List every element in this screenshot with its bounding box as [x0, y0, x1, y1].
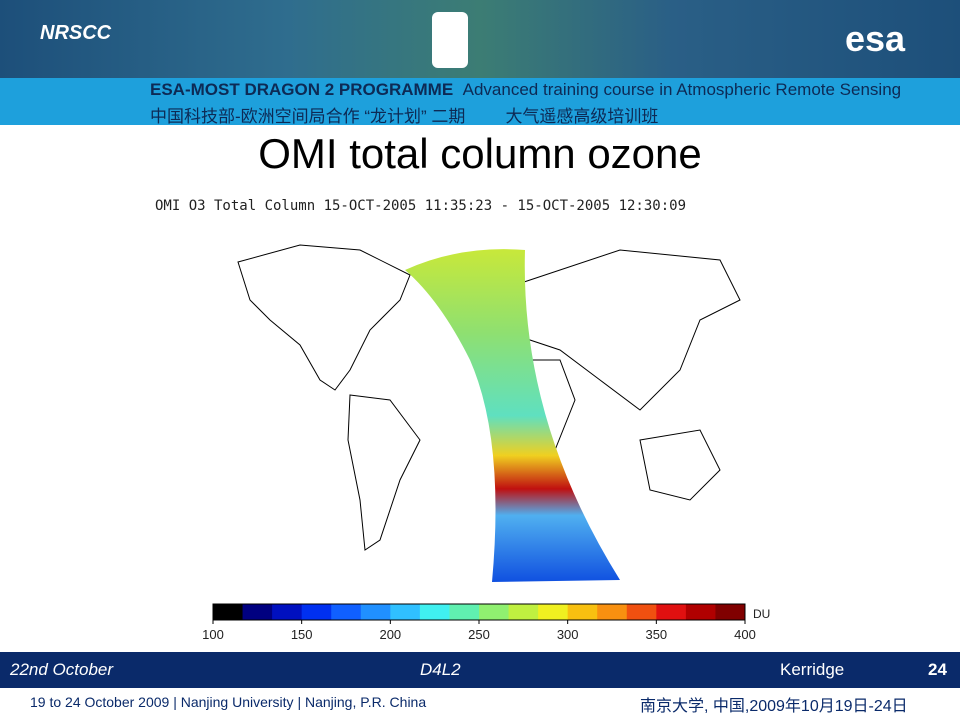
colorbar-tick-label: 400 [734, 627, 756, 642]
colorbar-tick-label: 300 [557, 627, 579, 642]
colorbar-segment [538, 604, 569, 620]
figure-title: OMI O3 Total Column 15-OCT-2005 11:35:23… [155, 198, 687, 214]
programme-line: ESA-MOST DRAGON 2 PROGRAMME Advanced tra… [150, 80, 901, 100]
footer-speaker: Kerridge [780, 660, 845, 679]
colorbar-segment [213, 604, 244, 620]
colorbar-tick-label: 150 [291, 627, 313, 642]
header-image [0, 0, 960, 78]
colorbar-segment [685, 604, 716, 620]
colorbar-segment [715, 604, 746, 620]
colorbar-segment [360, 604, 391, 620]
header-band [0, 78, 960, 125]
bottom-left: 19 to 24 October 2009 | Nanjing Universi… [30, 694, 427, 710]
programme: ESA-MOST DRAGON 2 PROGRAMME [150, 80, 454, 99]
colorbar-segment [419, 604, 450, 620]
colorbar-segment [449, 604, 480, 620]
colorbar-segment [479, 604, 510, 620]
logo-right: esa [845, 18, 906, 59]
footer-date: 22nd October [10, 660, 114, 679]
colorbar-segment [331, 604, 362, 620]
colorbar-segment [390, 604, 421, 620]
colorbar-segment [301, 604, 332, 620]
colorbar-segment [272, 604, 303, 620]
logo-left: NRSCC [40, 22, 112, 44]
footer-session: D4L2 [420, 660, 461, 679]
colorbar-segment [656, 604, 687, 620]
university-logo [432, 12, 468, 68]
chinese: 中国科技部-欧洲空间局合作 “龙计划” 二期 [150, 107, 466, 126]
ozone-swath [405, 249, 620, 582]
colorbar-segment [508, 604, 539, 620]
colorbar-segment [597, 604, 628, 620]
colorbar-segment [567, 604, 598, 620]
colorbar-tick-label: 250 [468, 627, 490, 642]
colorbar-tick-label: 200 [379, 627, 401, 642]
colorbar-tick-label: 100 [202, 627, 224, 642]
chinese-course: 大气遥感高级培训班 [505, 107, 659, 126]
bottom-right: 南京大学, 中国,2009年10月19日-24日 [640, 698, 908, 715]
slide-title: OMI total column ozone [258, 130, 702, 177]
chinese-line: 中国科技部-欧洲空间局合作 “龙计划” 二期 大气遥感高级培训班 [150, 102, 658, 127]
colorbar-segment [242, 604, 273, 620]
colorbar-tick-label: 350 [645, 627, 667, 642]
colorbar-segment [626, 604, 657, 620]
course: Advanced training course in Atmospheric … [462, 80, 902, 99]
page-number: 24 [928, 660, 947, 679]
footer-band [0, 652, 960, 688]
colorbar-unit: DU [753, 607, 770, 621]
